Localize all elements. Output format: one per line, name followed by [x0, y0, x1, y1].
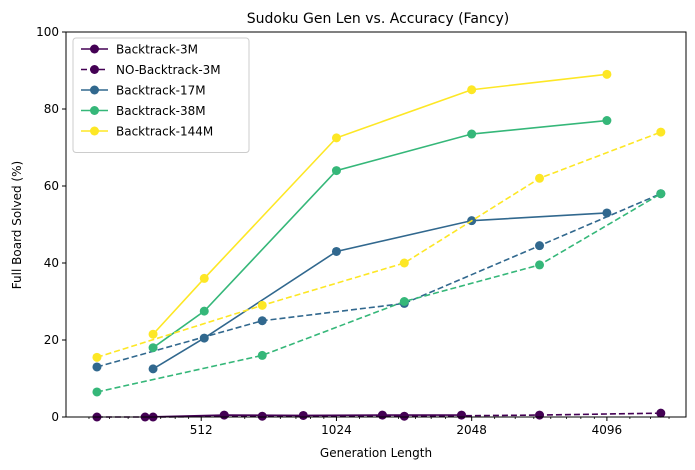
legend-label: Backtrack-3M [116, 43, 198, 57]
series-line [96, 131, 662, 359]
series-backtrack-17m [148, 208, 612, 374]
data-point [656, 127, 666, 137]
data-point [92, 352, 102, 362]
y-tick-label: 0 [51, 410, 59, 424]
data-point [199, 306, 209, 316]
data-point [467, 129, 477, 139]
data-point [399, 297, 409, 306]
series-no-backtrack-38m [92, 189, 666, 397]
data-point [535, 241, 545, 251]
y-tick-label: 100 [36, 25, 59, 39]
data-point [656, 408, 666, 418]
legend-marker [90, 65, 99, 74]
data-point [656, 189, 666, 199]
series-line [96, 192, 662, 368]
series-backtrack-144m [148, 69, 612, 339]
legend-item-backtrack-17m: Backtrack-17M [81, 84, 206, 98]
legend: Backtrack-3M NO-Backtrack-3M Backtrack-17M… [72, 37, 250, 153]
y-tick-label: 60 [44, 179, 59, 193]
data-point [602, 116, 612, 126]
series-backtrack-38m [148, 116, 612, 353]
legend-label: NO-Backtrack-3M [116, 63, 221, 77]
data-point [257, 300, 267, 310]
data-point [148, 343, 158, 353]
legend-marker [90, 106, 99, 115]
x-axis-label: Generation Length [320, 446, 432, 460]
legend-marker [90, 44, 99, 54]
data-point [535, 410, 545, 420]
series-line [152, 119, 607, 349]
y-tick-label: 20 [44, 333, 59, 347]
y-axis: 0 20 40 60 80 100 [36, 25, 66, 424]
legend-item-backtrack-38m: Backtrack-38M [81, 104, 206, 118]
data-point [602, 69, 612, 79]
legend-label: Backtrack-144M [116, 125, 213, 139]
data-point [257, 411, 267, 421]
legend-label: Backtrack-17M [116, 84, 206, 98]
legend-label: Backtrack-38M [116, 104, 206, 118]
y-tick-label: 80 [44, 102, 59, 116]
data-point [331, 133, 341, 143]
legend-item-backtrack-3m: Backtrack-3M [81, 43, 198, 57]
legend-box [72, 37, 250, 153]
series-no-backtrack-144m [92, 127, 666, 362]
series-line [96, 193, 662, 393]
legend-marker [90, 126, 99, 136]
x-tick-label: 4096 [592, 423, 623, 437]
data-point [399, 258, 409, 268]
data-point [219, 410, 229, 420]
data-point [467, 85, 477, 95]
data-point [92, 387, 102, 397]
x-tick-label: 2048 [456, 423, 487, 437]
x-tick-label: 512 [190, 423, 213, 437]
data-point [257, 350, 267, 360]
data-point [148, 329, 158, 339]
series-line [152, 212, 607, 370]
data-point [257, 316, 267, 326]
data-point [535, 173, 545, 183]
chart-title: Sudoku Gen Len vs. Accuracy (Fancy) [247, 11, 509, 27]
data-point [331, 166, 341, 176]
data-point [535, 260, 545, 270]
plot-frame [65, 31, 687, 418]
series-no-backtrack-17m [92, 189, 666, 372]
data-point [148, 364, 158, 374]
legend-item-backtrack-144m: Backtrack-144M [81, 125, 213, 139]
data-point [199, 273, 209, 283]
x-tick-label: 1024 [321, 423, 352, 437]
data-point [377, 410, 387, 420]
data-point [399, 411, 409, 421]
x-axis: 512 1024 2048 4096 [88, 417, 670, 437]
y-axis-label: Full Board Solved (%) [10, 161, 24, 289]
legend-marker [90, 85, 99, 95]
data-point [92, 362, 102, 372]
data-point [298, 410, 308, 420]
data-point [602, 208, 612, 218]
legend-item-no-backtrack-3m: NO-Backtrack-3M [81, 63, 221, 77]
data-point [331, 246, 341, 256]
y-tick-label: 40 [44, 256, 59, 270]
